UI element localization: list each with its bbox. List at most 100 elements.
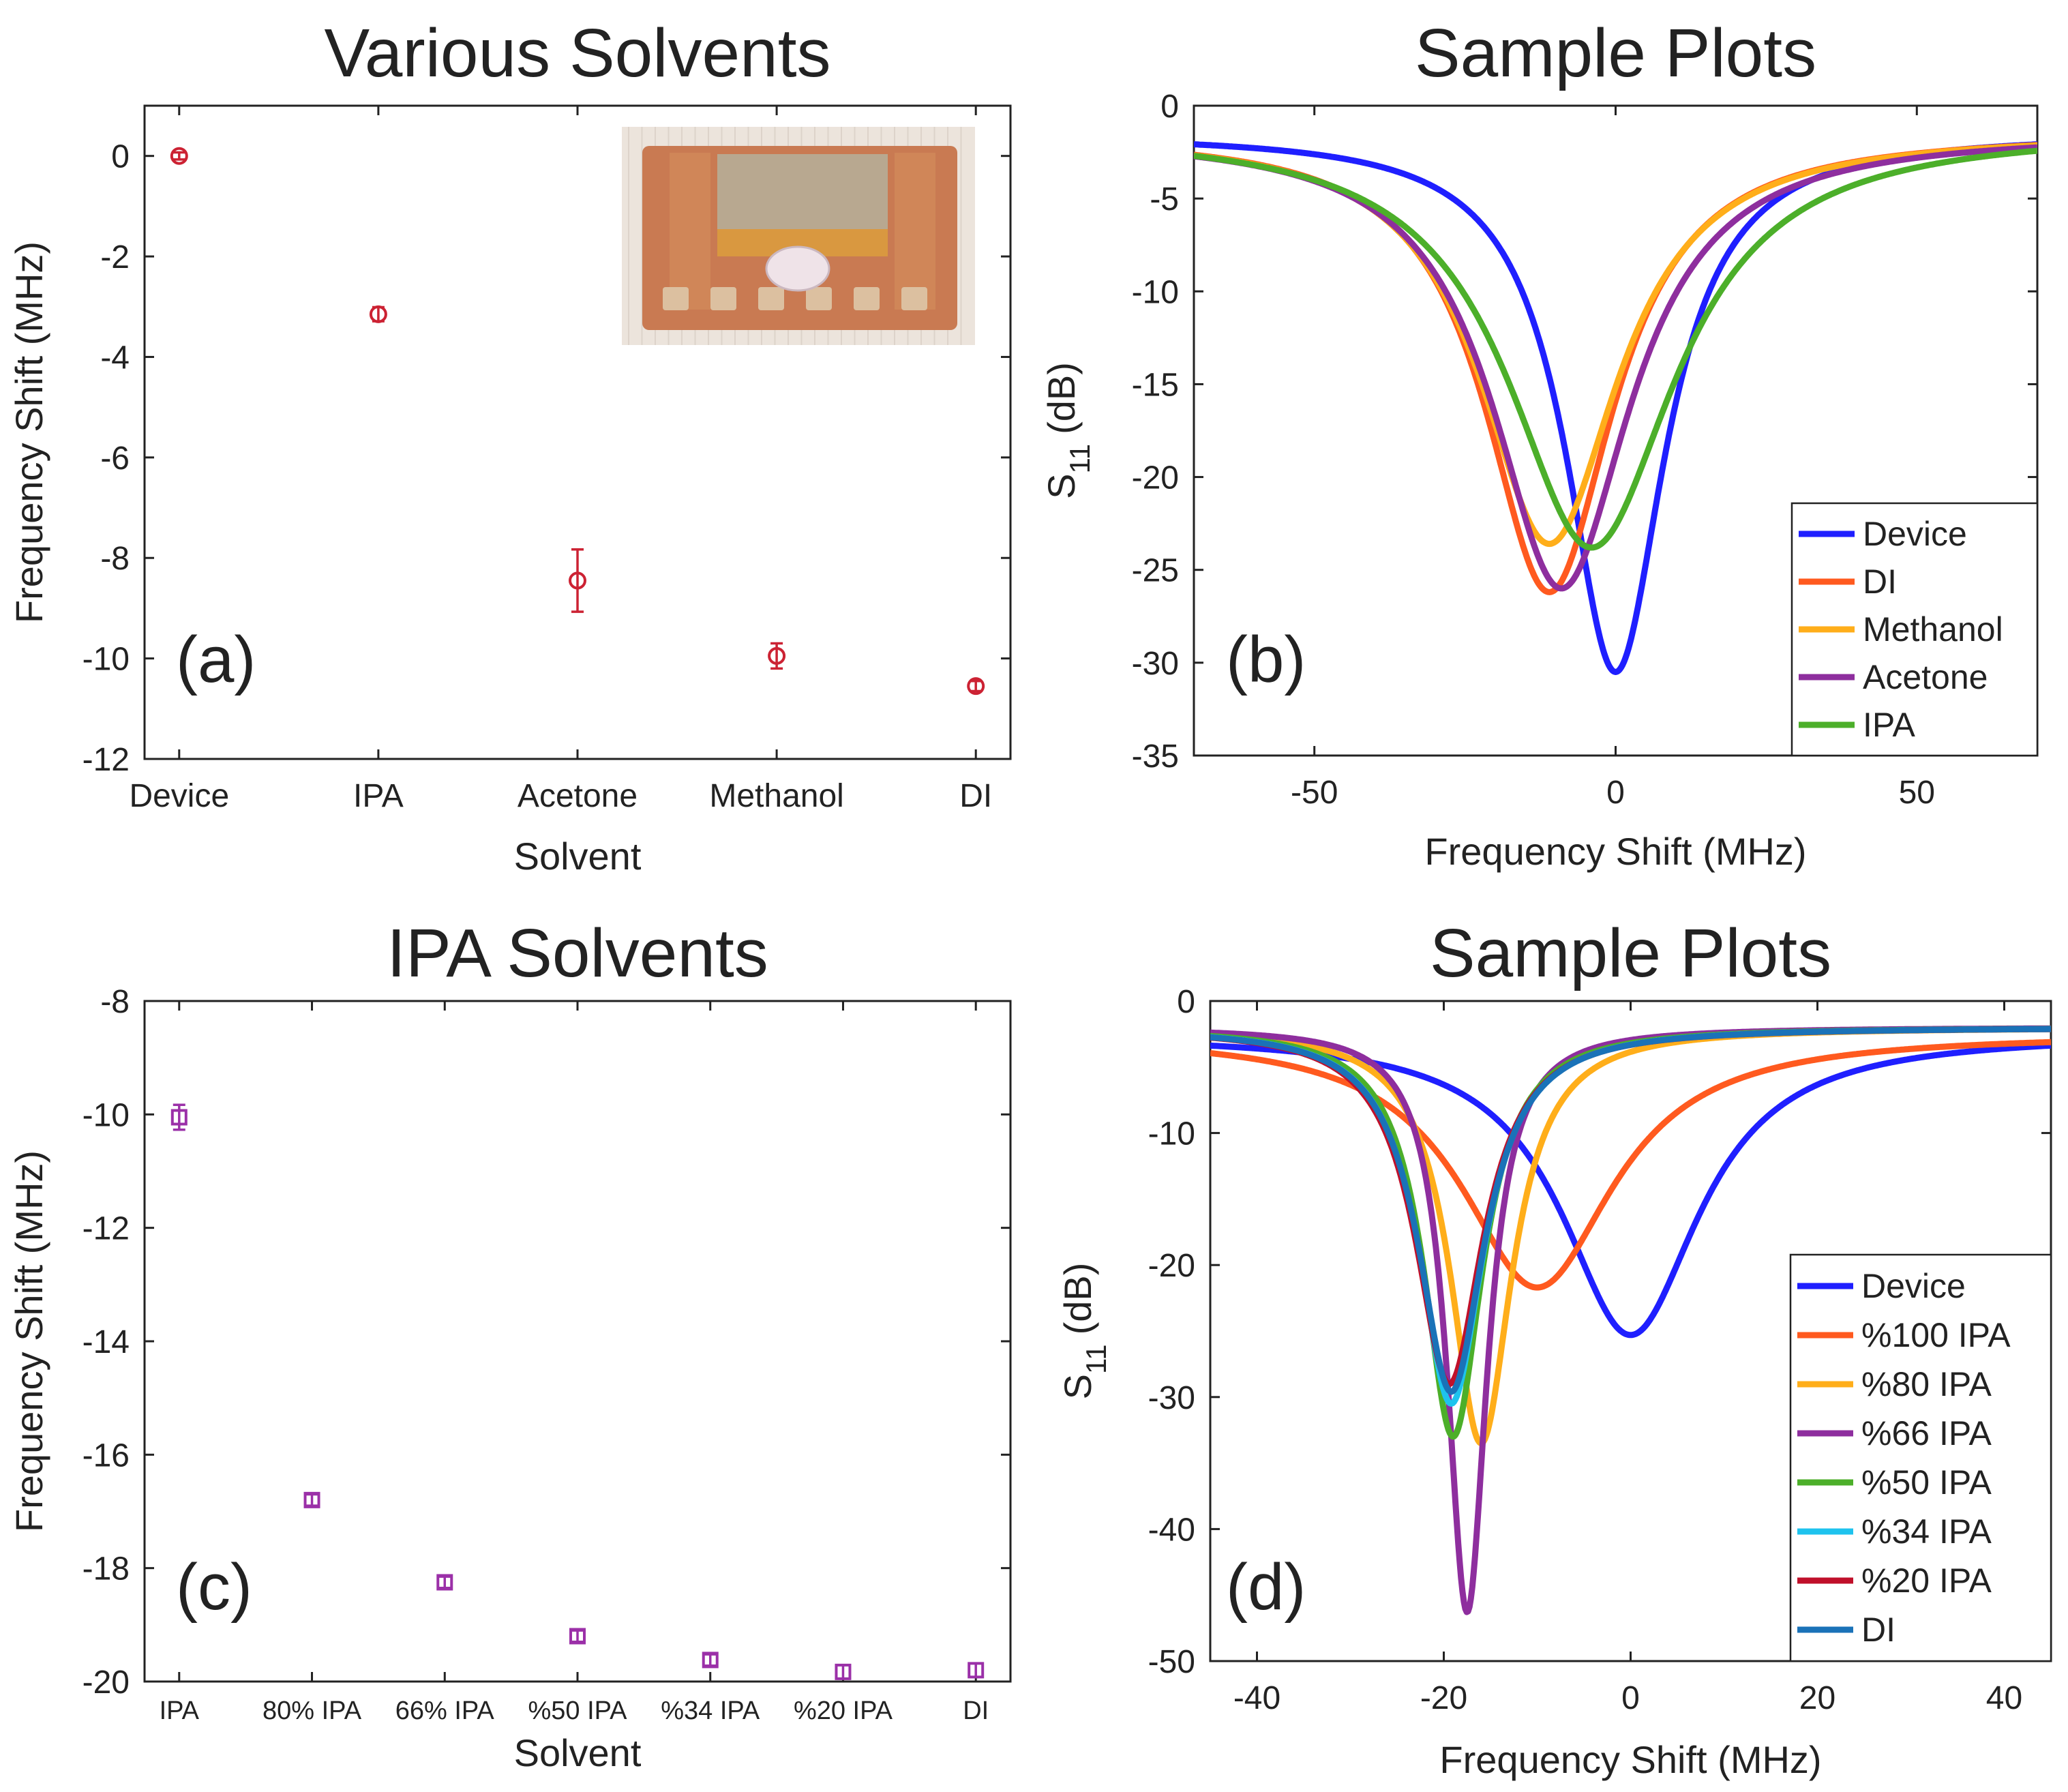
- data-point: [702, 1652, 719, 1669]
- legend-entry: %20 IPA: [1861, 1562, 1992, 1600]
- y-axis-label-unit: (dB): [1040, 362, 1083, 434]
- device-photo-inset: [622, 127, 975, 345]
- y-tick-label: -20: [1148, 1248, 1195, 1284]
- y-tick-label: -4: [100, 340, 130, 376]
- series-line-di: [1210, 1026, 2051, 1395]
- y-tick-label: -16: [83, 1437, 130, 1474]
- x-tick-label: Device: [129, 778, 229, 814]
- y-tick-label: -8: [100, 984, 130, 1020]
- x-tick-label: -40: [1233, 1680, 1280, 1716]
- chart-title: Sample Plots: [1430, 915, 1831, 991]
- x-tick-label: 40: [1986, 1680, 2022, 1716]
- y-tick-label: -20: [1132, 460, 1179, 496]
- legend: Device %100 IPA %80 IPA %66 IPA %50 IPA %34 I…: [1789, 1253, 2052, 1662]
- y-tick-label: 0: [1177, 984, 1195, 1020]
- x-tick-label: 20: [1799, 1680, 1835, 1716]
- panel-label: (d): [1226, 1551, 1306, 1624]
- y-tick-label: -50: [1148, 1644, 1195, 1680]
- legend-entry: Acetone: [1863, 658, 1988, 696]
- y-axis-label-sub: 11: [1064, 444, 1096, 474]
- y-axis-label: Frequency Shift (MHz): [8, 241, 50, 623]
- chart-title: Various Solvents: [325, 15, 831, 91]
- legend-entry: Methanol: [1863, 610, 2003, 648]
- x-tick-label: Methanol: [709, 778, 843, 814]
- y-axis-label-unit: (dB): [1056, 1263, 1099, 1335]
- y-tick-label: 0: [111, 139, 130, 175]
- x-tick-label: IPA: [160, 1697, 200, 1725]
- x-axis-label: Solvent: [514, 835, 642, 878]
- series-line-ipa: [1194, 147, 2037, 551]
- y-axis-label: S11 (dB): [1040, 362, 1096, 499]
- series-line--100-ipa: [1210, 1039, 2051, 1291]
- y-tick-label: -5: [1150, 181, 1179, 218]
- series-lines: [1194, 141, 2037, 675]
- y-tick-label: 0: [1160, 89, 1179, 125]
- x-tick-label: %50 IPA: [528, 1697, 627, 1725]
- y-tick-label: -20: [83, 1664, 130, 1701]
- x-tick-label: 50: [1899, 775, 1935, 811]
- legend-entry: DI: [1861, 1611, 1895, 1649]
- x-tick-label: 0: [1621, 1680, 1640, 1716]
- chart-title: Sample Plots: [1415, 15, 1816, 91]
- y-tick-label: -6: [100, 440, 130, 477]
- series-line-methanol: [1194, 142, 2037, 548]
- series-lines: [1210, 1025, 2051, 1615]
- legend-entry: %100 IPA: [1861, 1316, 2011, 1354]
- legend: Device DI Methanol Acetone IPA: [1790, 502, 2039, 757]
- y-tick-label: -25: [1132, 553, 1179, 589]
- y-tick-label: -30: [1132, 646, 1179, 682]
- x-tick-label: DI: [963, 1697, 989, 1725]
- y-tick-label: -8: [100, 541, 130, 577]
- data-point: [369, 305, 387, 323]
- chart-panel-c: IPA Solvents (c) -8 -10 -12 -14 -16 -18 -20 IPA 80…: [8, 915, 1012, 1774]
- y-tick-label: -10: [83, 642, 130, 678]
- chart-panel-a: Various Solvents (a) 0 -2 -4 -6 -8 -10 -12Device…: [8, 15, 1012, 878]
- panel-label: (c): [176, 1551, 252, 1624]
- x-axis-label: Frequency Shift (MHz): [1439, 1738, 1821, 1781]
- y-tick-label: -10: [83, 1097, 130, 1133]
- data-point: [569, 1628, 586, 1645]
- x-tick-label: %20 IPA: [794, 1697, 893, 1725]
- data-point: [569, 571, 586, 590]
- y-tick-label: -10: [1148, 1116, 1195, 1152]
- x-tick-label: 80% IPA: [263, 1697, 362, 1725]
- y-tick-label: -15: [1132, 367, 1179, 403]
- x-tick-label: DI: [959, 778, 992, 814]
- chart-panel-b: Sample Plots (b) 0 -5 -10 -15 -20 -25 -30 -35 -50 0…: [1040, 15, 2039, 873]
- chart-title: IPA Solvents: [387, 915, 768, 991]
- legend-entry: %34 IPA: [1861, 1512, 1992, 1551]
- legend-entry: DI: [1863, 563, 1897, 601]
- panel-label: (a): [176, 623, 256, 696]
- x-tick-label: %34 IPA: [661, 1697, 760, 1725]
- panel-label: (b): [1226, 623, 1306, 696]
- y-tick-label: -30: [1148, 1380, 1195, 1416]
- legend-entry: %80 IPA: [1861, 1365, 1992, 1403]
- legend-entry: IPA: [1863, 706, 1916, 744]
- data-point: [768, 646, 786, 665]
- x-axis-label: Solvent: [514, 1731, 642, 1774]
- y-axis-label-sub: 11: [1080, 1344, 1112, 1374]
- y-axis-label: S11 (dB): [1056, 1263, 1112, 1400]
- y-tick-label: -18: [83, 1551, 130, 1587]
- y-axis-label: Frequency Shift (MHz): [8, 1150, 50, 1532]
- y-axis-label-base: S: [1056, 1374, 1099, 1399]
- y-tick-label: -12: [83, 742, 130, 778]
- y-axis-label-base: S: [1040, 474, 1083, 499]
- data-point: [968, 1662, 985, 1679]
- x-axis-label: Frequency Shift (MHz): [1424, 830, 1806, 873]
- y-tick-label: -2: [100, 239, 130, 275]
- data-point: [170, 147, 188, 165]
- y-tick-label: -12: [83, 1211, 130, 1247]
- x-tick-label: IPA: [353, 778, 404, 814]
- y-tick-label: -10: [1132, 274, 1179, 310]
- x-tick-label: -20: [1420, 1680, 1467, 1716]
- x-tick-label: -50: [1291, 775, 1338, 811]
- y-tick-label: -14: [83, 1324, 130, 1360]
- y-tick-label: -40: [1148, 1512, 1195, 1548]
- legend-entry: %50 IPA: [1861, 1463, 1992, 1502]
- legend-entry: %66 IPA: [1861, 1414, 1992, 1452]
- x-tick-label: 66% IPA: [395, 1697, 495, 1725]
- x-tick-label: 0: [1606, 775, 1625, 811]
- y-tick-label: -35: [1132, 738, 1179, 775]
